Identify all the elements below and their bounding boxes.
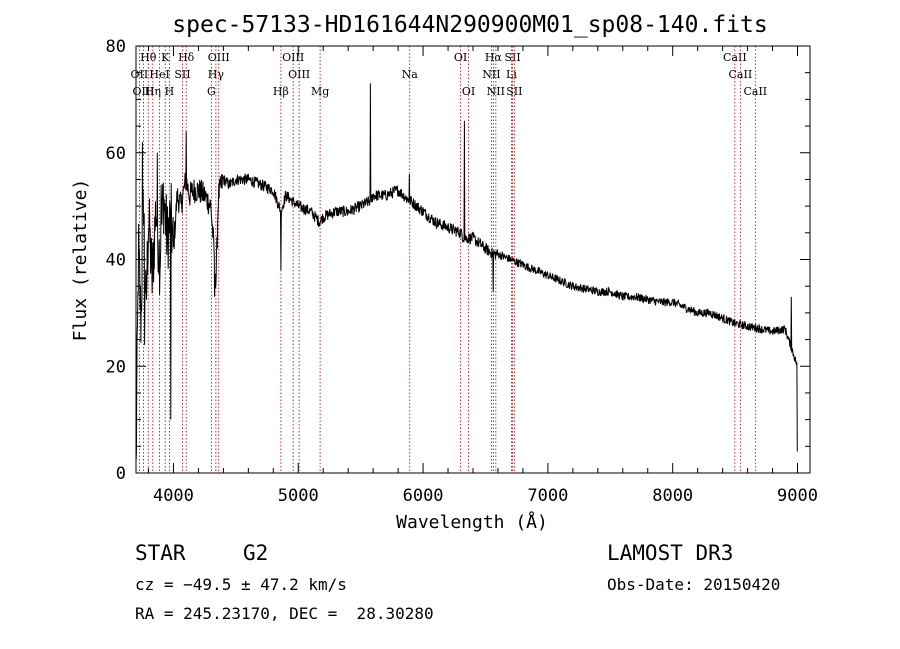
spectral-line-label: K: [161, 51, 170, 64]
spectral-line-label: Li: [506, 68, 517, 81]
spectral-line-label: OII: [131, 68, 149, 81]
spectral-line-label: SII: [174, 68, 190, 81]
spectral-line-label: OI: [454, 51, 467, 64]
spectral-line-label: OIII: [282, 51, 304, 64]
spectral-line-label: HeI: [149, 68, 169, 81]
x-axis-label: Wavelength (Å): [396, 511, 548, 533]
x-tick-label: 9000: [777, 486, 818, 506]
spectral-line-label: CaII: [729, 68, 753, 81]
spectral-line-label: Mg: [311, 85, 329, 98]
spectral-line-label: Hθ: [140, 51, 157, 64]
spectral-line-label: OIII: [288, 68, 310, 81]
spectral-line-label: CaII: [743, 85, 767, 98]
spectral-line-label: Hη: [145, 85, 161, 98]
spectral-line-label: H: [165, 85, 175, 98]
coordinates: RA = 245.23170, DEC = 28.30280: [135, 604, 434, 623]
y-axis-label: Flux (relative): [70, 179, 91, 342]
spectral-line-label: SII: [506, 85, 522, 98]
spectral-line-label: G: [207, 85, 216, 98]
y-tick-label: 80: [106, 37, 126, 57]
spectral-line-label: SII: [504, 51, 520, 64]
x-tick-label: 7000: [527, 486, 568, 506]
chart-title: spec-57133-HD161644N290900M01_sp08-140.f…: [172, 12, 767, 38]
spectral-line-label: Hδ: [178, 51, 195, 64]
y-tick-label: 20: [106, 357, 126, 377]
survey-name: LAMOST DR3: [607, 541, 734, 565]
spectral-line-label: Na: [402, 68, 419, 81]
spectral-line-label: OIII: [132, 85, 154, 98]
spectrum-chart: spec-57133-HD161644N290900M01_sp08-140.f…: [70, 12, 818, 533]
y-tick-label: 60: [106, 144, 126, 164]
x-tick-label: 5000: [278, 486, 319, 506]
spectral-line-label: Hα: [485, 51, 503, 64]
x-tick-label: 8000: [652, 486, 693, 506]
spectral-line-label: NII: [487, 85, 505, 98]
spectral-line-label: Hβ: [273, 85, 289, 98]
plot-frame: [135, 45, 811, 474]
redshift-cz: cz = −49.5 ± 47.2 km/s: [135, 575, 347, 594]
spectral-subclass: G2: [243, 541, 269, 565]
spectral-line-label: NII: [482, 68, 500, 81]
observation-date: Obs-Date: 20150420: [607, 575, 781, 594]
x-tick-label: 4000: [153, 486, 194, 506]
y-tick-label: 0: [116, 464, 126, 484]
y-tick-label: 40: [106, 251, 126, 271]
spectral-line-label: OI: [462, 85, 475, 98]
spectrum-series-line: [135, 83, 798, 462]
x-tick-label: 6000: [403, 486, 444, 506]
spectral-line-label: Hγ: [208, 68, 225, 81]
spectral-line-label: CaII: [723, 51, 747, 64]
spectral-line-label: OIII: [208, 51, 230, 64]
object-class: STAR: [135, 541, 186, 565]
